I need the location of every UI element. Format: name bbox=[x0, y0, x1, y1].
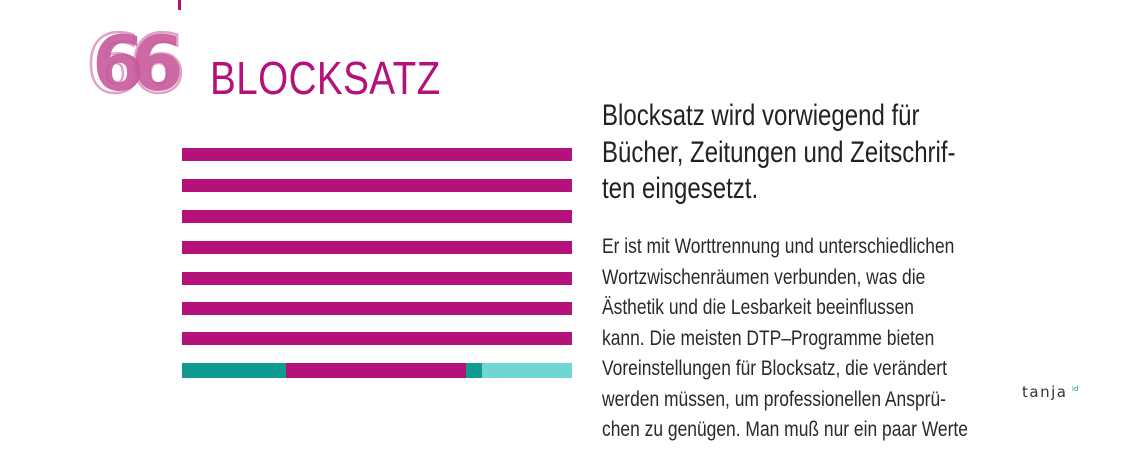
lead-line: Blocksatz wird vorwiegend für bbox=[602, 99, 920, 132]
brand-logo: tanja id bbox=[1022, 382, 1084, 404]
full-line-bar bbox=[182, 241, 572, 254]
body-line: Er ist mit Worttrennung und unterschiedl… bbox=[602, 235, 955, 258]
lead-line: Bücher, Zeitungen und Zeitschrif- bbox=[602, 135, 956, 169]
body-paragraph: Er ist mit Worttrennung und unterschiedl… bbox=[602, 232, 1100, 446]
tanja-logo-icon: tanja id bbox=[1022, 383, 1078, 401]
svg-text:66: 66 bbox=[92, 22, 180, 100]
section-number-66-icon: 66 66 bbox=[85, 22, 182, 100]
full-line-bar bbox=[182, 148, 572, 161]
body-line: kann. Die meisten DTP–Programme bieten bbox=[602, 326, 935, 350]
body-line: Ästhetik und die Lesbarkeit beeinflussen bbox=[602, 296, 915, 319]
last-line-segment-teal bbox=[466, 363, 482, 378]
last-line-segment-magenta bbox=[286, 363, 466, 378]
body-line: Voreinstellungen für Blocksatz, die verä… bbox=[602, 357, 947, 380]
full-line-bar bbox=[182, 210, 572, 223]
section-number-graphic: 66 66 bbox=[80, 22, 182, 100]
body-line: Wortzwischenräumen verbunden, was die bbox=[602, 265, 926, 289]
svg-text:tanja: tanja bbox=[1022, 383, 1067, 401]
last-line-bar bbox=[182, 363, 572, 378]
justified-text-illustration bbox=[182, 146, 572, 378]
full-line-bar bbox=[182, 302, 572, 315]
section-title: BLOCKSATZ bbox=[210, 52, 441, 104]
last-line-segment-light-teal bbox=[482, 363, 572, 378]
body-line: chen zu genügen. Man muß nur ein paar We… bbox=[602, 418, 968, 441]
full-line-bar bbox=[182, 179, 572, 192]
full-line-bar bbox=[182, 272, 572, 285]
svg-text:id: id bbox=[1072, 385, 1078, 393]
svg-text:66: 66 bbox=[86, 22, 182, 100]
lead-paragraph: Blocksatz wird vorwiegend für Bücher, Ze… bbox=[602, 98, 1082, 208]
last-line-segment-teal bbox=[182, 363, 286, 378]
lead-line: ten eingesetzt. bbox=[602, 172, 759, 205]
full-line-bar bbox=[182, 332, 572, 345]
body-line: werden müssen, um professionellen Ansprü… bbox=[602, 387, 946, 411]
top-edge-tick bbox=[178, 0, 181, 10]
